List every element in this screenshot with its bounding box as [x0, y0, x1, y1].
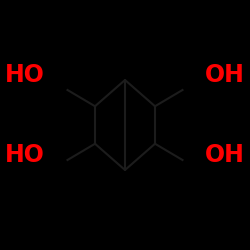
Text: HO: HO: [5, 143, 45, 167]
Text: OH: OH: [205, 63, 245, 87]
Text: OH: OH: [205, 143, 245, 167]
Text: HO: HO: [5, 63, 45, 87]
